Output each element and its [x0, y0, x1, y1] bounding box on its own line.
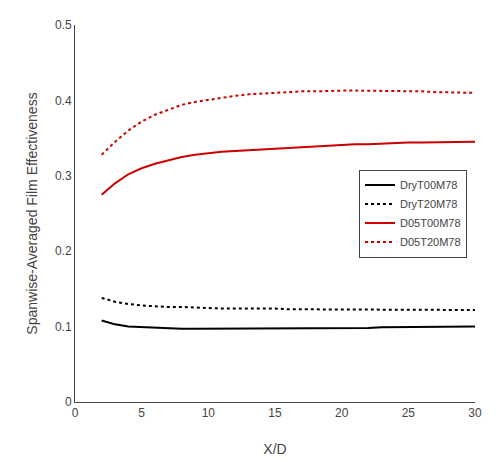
- svg-text:D05T00M78: D05T00M78: [400, 217, 461, 229]
- svg-text:5: 5: [138, 406, 145, 420]
- svg-text:10: 10: [202, 406, 216, 420]
- svg-text:0.1: 0.1: [55, 320, 72, 334]
- svg-text:0.4: 0.4: [55, 94, 72, 108]
- svg-text:X/D: X/D: [263, 441, 286, 457]
- svg-text:DryT00M78: DryT00M78: [400, 179, 457, 191]
- svg-text:DryT20M78: DryT20M78: [400, 198, 457, 210]
- svg-text:30: 30: [468, 406, 482, 420]
- svg-text:20: 20: [335, 406, 349, 420]
- svg-text:0: 0: [72, 406, 79, 420]
- svg-text:0.5: 0.5: [55, 18, 72, 32]
- svg-text:Spanwise-Averaged Film Effecti: Spanwise-Averaged Film Effectiveness: [24, 92, 40, 334]
- svg-text:0: 0: [65, 395, 72, 409]
- svg-text:0.2: 0.2: [55, 244, 72, 258]
- svg-text:15: 15: [268, 406, 282, 420]
- svg-text:D05T20M78: D05T20M78: [400, 236, 461, 248]
- svg-text:0.3: 0.3: [55, 169, 72, 183]
- svg-text:25: 25: [402, 406, 416, 420]
